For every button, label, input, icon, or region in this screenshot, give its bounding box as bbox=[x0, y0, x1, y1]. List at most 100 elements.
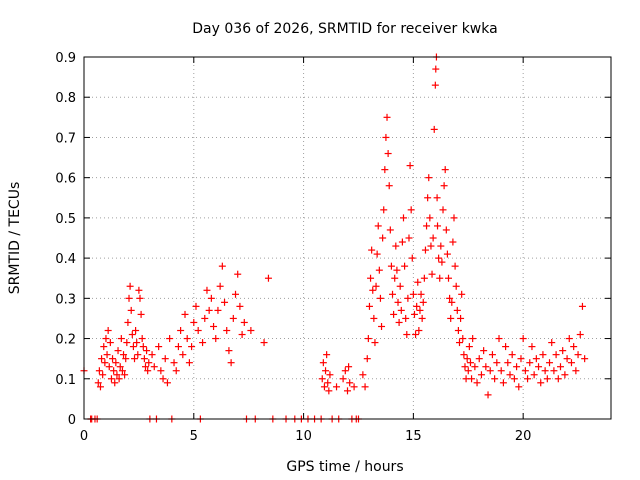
data-point bbox=[559, 347, 567, 355]
data-point bbox=[452, 282, 460, 290]
data-point bbox=[488, 351, 496, 359]
data-point bbox=[370, 314, 378, 322]
data-point bbox=[371, 339, 379, 347]
data-point bbox=[123, 339, 131, 347]
data-point bbox=[94, 379, 102, 387]
data-point bbox=[364, 335, 372, 343]
y-tick-label: 0.5 bbox=[55, 212, 76, 227]
data-point bbox=[326, 371, 334, 379]
data-point bbox=[369, 286, 377, 294]
data-point bbox=[436, 274, 444, 282]
data-point bbox=[214, 306, 222, 314]
data-point bbox=[129, 343, 137, 351]
data-point bbox=[157, 367, 165, 375]
data-point bbox=[581, 355, 589, 363]
data-point bbox=[465, 343, 473, 351]
data-point bbox=[445, 274, 453, 282]
data-point bbox=[390, 310, 398, 318]
data-point bbox=[113, 371, 121, 379]
data-point bbox=[101, 359, 109, 367]
data-point bbox=[376, 294, 384, 302]
data-point bbox=[430, 125, 438, 133]
tick-labels: 0 5 10 15 20 0 0.1 0.2 0.3 0.4 0.5 0.6 0.7 0.8 0.9 bbox=[55, 51, 531, 444]
data-point bbox=[565, 335, 573, 343]
data-point bbox=[552, 351, 560, 359]
data-point bbox=[442, 226, 450, 234]
data-point bbox=[114, 347, 122, 355]
data-point bbox=[181, 310, 189, 318]
data-point bbox=[484, 391, 492, 399]
data-point bbox=[379, 234, 387, 242]
y-axis-label: SRMTID / TECUs bbox=[7, 182, 23, 295]
data-point bbox=[179, 351, 187, 359]
data-point bbox=[528, 343, 536, 351]
data-point bbox=[105, 363, 113, 371]
data-point bbox=[434, 222, 442, 230]
data-point bbox=[126, 282, 134, 290]
data-point bbox=[324, 379, 332, 387]
data-point bbox=[519, 335, 527, 343]
data-point bbox=[393, 266, 401, 274]
data-point bbox=[449, 238, 457, 246]
data-point bbox=[132, 327, 140, 335]
data-point bbox=[499, 379, 507, 387]
y-tick-label: 0.2 bbox=[55, 333, 76, 348]
data-point bbox=[138, 335, 146, 343]
data-point bbox=[454, 327, 462, 335]
plot-frame bbox=[83, 56, 612, 420]
data-point bbox=[437, 242, 445, 250]
y-tick-label: 0.6 bbox=[55, 172, 76, 187]
data-point bbox=[457, 314, 465, 322]
data-point bbox=[461, 363, 469, 371]
data-point bbox=[260, 339, 268, 347]
data-point bbox=[345, 363, 353, 371]
data-point bbox=[96, 383, 104, 391]
data-point bbox=[367, 274, 375, 282]
data-point bbox=[394, 298, 402, 306]
grid-lines bbox=[84, 57, 611, 419]
data-point bbox=[122, 355, 130, 363]
data-point bbox=[458, 290, 466, 298]
data-point bbox=[468, 375, 476, 383]
data-point bbox=[539, 351, 547, 359]
data-point bbox=[221, 298, 229, 306]
data-point bbox=[396, 282, 404, 290]
data-point bbox=[504, 359, 512, 367]
data-point bbox=[174, 343, 182, 351]
data-point bbox=[426, 214, 434, 222]
data-point bbox=[402, 314, 410, 322]
data-point bbox=[438, 258, 446, 266]
data-point bbox=[216, 282, 224, 290]
data-point bbox=[373, 250, 381, 258]
data-point bbox=[109, 355, 117, 363]
data-point bbox=[192, 302, 200, 310]
data-point bbox=[106, 339, 114, 347]
data-point bbox=[190, 318, 198, 326]
data-point bbox=[554, 375, 562, 383]
data-point bbox=[240, 318, 248, 326]
data-point bbox=[135, 286, 143, 294]
data-point bbox=[112, 359, 120, 367]
data-point bbox=[378, 322, 386, 330]
data-point bbox=[515, 383, 523, 391]
data-point bbox=[318, 375, 326, 383]
data-point bbox=[513, 363, 521, 371]
data-point bbox=[495, 335, 503, 343]
data-point bbox=[392, 242, 400, 250]
data-point bbox=[506, 371, 514, 379]
data-point bbox=[145, 359, 153, 367]
data-point bbox=[475, 355, 483, 363]
data-point bbox=[563, 355, 571, 363]
x-tick-label: 0 bbox=[80, 429, 88, 444]
data-point bbox=[143, 347, 151, 355]
data-point bbox=[464, 367, 472, 375]
data-point bbox=[409, 290, 417, 298]
data-point bbox=[526, 359, 534, 367]
data-point bbox=[131, 355, 139, 363]
data-point bbox=[170, 359, 178, 367]
data-point bbox=[535, 363, 543, 371]
data-point bbox=[395, 318, 403, 326]
data-point bbox=[372, 282, 380, 290]
